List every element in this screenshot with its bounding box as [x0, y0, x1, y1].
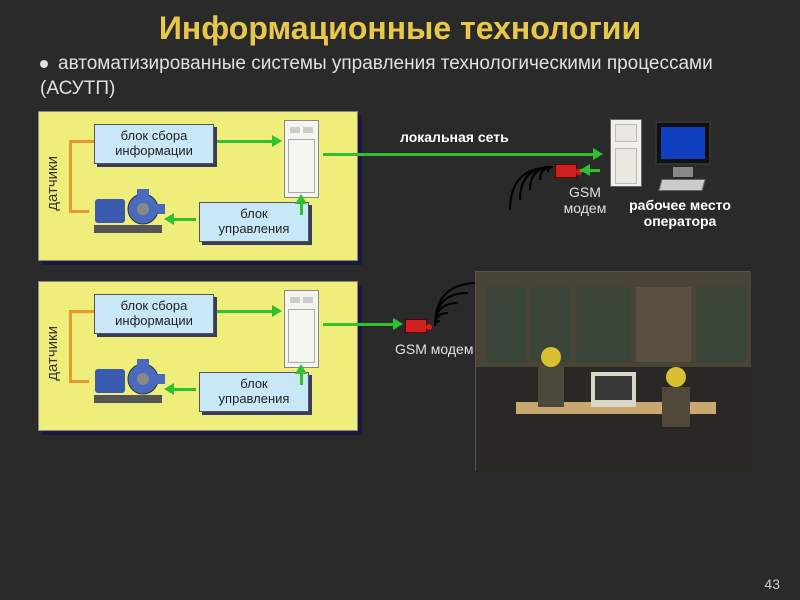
operator-label: рабочее место оператора	[615, 197, 745, 229]
diagram-area: датчики блок сбора информации блок управ…	[0, 111, 800, 591]
sensors-label-1: датчики	[44, 156, 61, 211]
unit-box-1: датчики блок сбора информации блок управ…	[38, 111, 358, 261]
gsm-modem-1	[555, 164, 577, 178]
data-collection-block-1: блок сбора информации	[94, 124, 214, 164]
gsm-label-1: GSM модем	[555, 184, 615, 216]
monitor-stand	[673, 167, 693, 177]
slide-title: Информационные технологии	[0, 0, 800, 52]
control-room-photo	[475, 271, 750, 471]
control-block-2: блок управления	[199, 372, 309, 412]
gsm-label-2: GSM модем	[395, 341, 473, 357]
gsm-modem-2	[405, 319, 427, 333]
pump-icon-2	[89, 357, 167, 407]
pump-icon-1	[89, 187, 167, 237]
bullet-icon	[40, 60, 48, 68]
radio-waves-1	[498, 159, 558, 224]
keyboard-icon	[658, 179, 705, 191]
unit-box-2: датчики блок сбора информации блок управ…	[38, 281, 358, 431]
data-collection-block-2: блок сбора информации	[94, 294, 214, 334]
monitor-icon	[655, 121, 711, 165]
slide-subtitle: автоматизированные системы управления те…	[0, 52, 800, 111]
subtitle-text: автоматизированные системы управления те…	[40, 53, 713, 99]
page-number: 43	[764, 576, 780, 592]
server-icon	[610, 119, 642, 187]
control-block-1: блок управления	[199, 202, 309, 242]
sensors-label-2: датчики	[44, 326, 61, 381]
cabinet-icon-2	[284, 290, 319, 368]
cabinet-icon-1	[284, 120, 319, 198]
lan-label: локальная сеть	[400, 129, 509, 145]
